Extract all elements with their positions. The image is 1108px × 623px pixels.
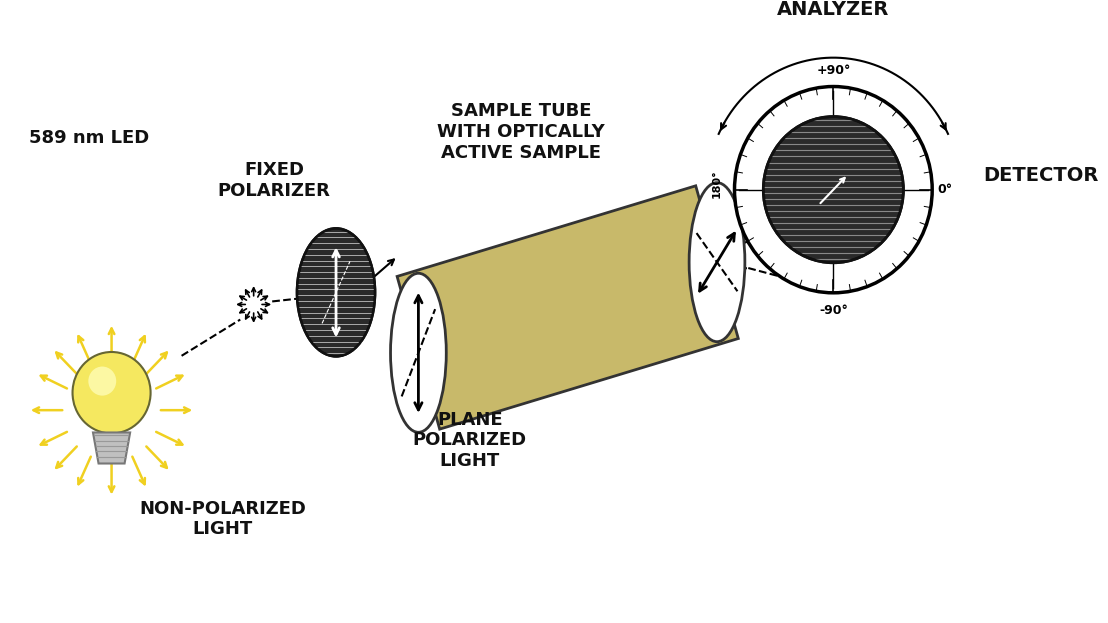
Text: +90°: +90° [817, 64, 851, 77]
Ellipse shape [390, 273, 447, 432]
Text: FIXED
POLARIZER: FIXED POLARIZER [218, 161, 330, 200]
Text: SAMPLE TUBE
WITH OPTICALLY
ACTIVE SAMPLE: SAMPLE TUBE WITH OPTICALLY ACTIVE SAMPLE [438, 102, 605, 162]
Ellipse shape [689, 183, 745, 341]
Circle shape [735, 87, 932, 293]
Text: -90°: -90° [819, 305, 848, 318]
Ellipse shape [297, 229, 375, 356]
Circle shape [89, 366, 116, 396]
Polygon shape [397, 186, 738, 429]
Text: PLANE
POLARIZED
LIGHT: PLANE POLARIZED LIGHT [413, 411, 527, 470]
Polygon shape [93, 432, 130, 464]
Text: DETECTOR: DETECTOR [983, 166, 1099, 184]
Circle shape [72, 352, 151, 434]
Text: 0°: 0° [937, 183, 953, 196]
Text: 180°: 180° [711, 169, 721, 198]
Text: 589 nm LED: 589 nm LED [29, 130, 150, 147]
Text: ANALYZER: ANALYZER [777, 0, 890, 19]
Circle shape [763, 117, 903, 263]
Text: NON-POLARIZED
LIGHT: NON-POLARIZED LIGHT [140, 500, 306, 538]
